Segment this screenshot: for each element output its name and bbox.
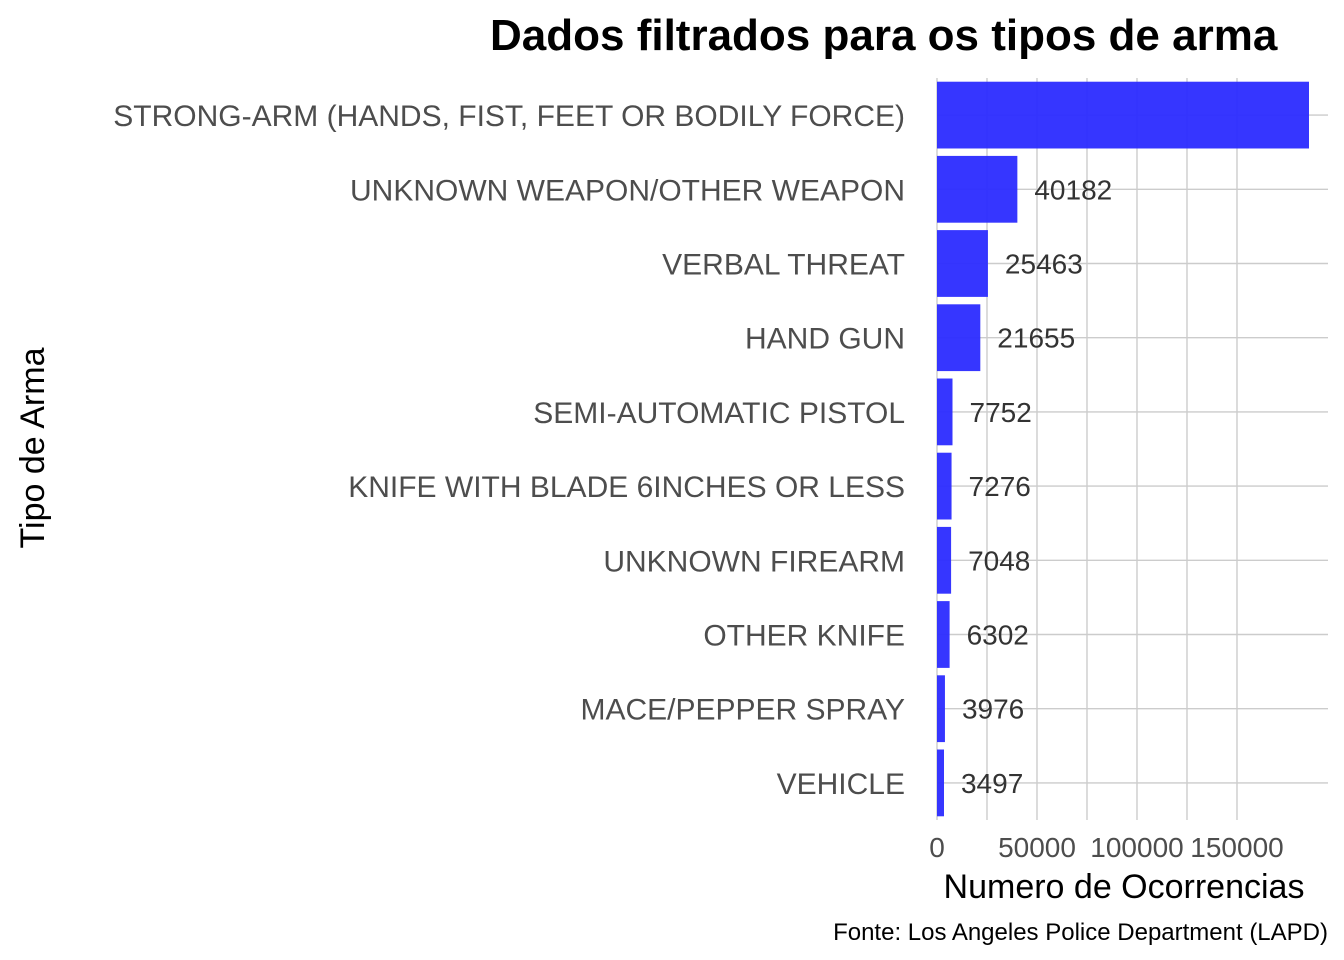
- x-tick-label: 0: [929, 832, 945, 863]
- category-label: MACE/PEPPER SPRAY: [580, 694, 905, 727]
- value-label: 6302: [967, 620, 1029, 651]
- category-label: UNKNOWN FIREARM: [603, 545, 905, 578]
- bar: [937, 155, 1018, 223]
- bar: [937, 81, 1309, 149]
- bar: [937, 452, 952, 520]
- x-axis-title: Numero de Ocorrencias: [944, 868, 1305, 906]
- bar: [937, 675, 945, 743]
- value-label: 7048: [968, 545, 1030, 576]
- bar: [937, 230, 988, 297]
- bar: [937, 304, 981, 372]
- bar: [937, 526, 952, 594]
- value-label: 3976: [962, 694, 1024, 725]
- value-label: 21655: [997, 323, 1075, 354]
- y-axis-title: Tipo de Arma: [14, 347, 52, 548]
- category-label: SEMI-AUTOMATIC PISTOL: [533, 397, 905, 430]
- category-label: KNIFE WITH BLADE 6INCHES OR LESS: [348, 471, 905, 504]
- value-label: 7752: [970, 397, 1032, 428]
- category-label: VERBAL THREAT: [662, 249, 905, 282]
- x-tick-label: 150000: [1190, 832, 1283, 863]
- x-tick-label: 100000: [1090, 832, 1183, 863]
- value-label: 40182: [1034, 174, 1112, 205]
- value-label: 3497: [961, 768, 1023, 799]
- grid-layer: [936, 78, 1328, 820]
- category-label: OTHER KNIFE: [703, 620, 905, 653]
- caption: Fonte: Los Angeles Police Department (LA…: [833, 919, 1328, 946]
- label-layer: 0 50000 100000 150000 STRONG-ARM (HANDS, FIS…: [113, 100, 1283, 863]
- x-tick-label: 50000: [998, 832, 1076, 863]
- bar: [937, 749, 944, 817]
- bar: [937, 378, 953, 446]
- category-label: HAND GUN: [745, 323, 905, 356]
- category-label: VEHICLE: [777, 768, 905, 801]
- category-label: STRONG-ARM (HANDS, FIST, FEET OR BODILY …: [113, 100, 905, 133]
- category-label: UNKNOWN WEAPON/OTHER WEAPON: [350, 174, 905, 207]
- value-label: 25463: [1005, 249, 1083, 280]
- value-label: 7276: [969, 471, 1031, 502]
- bar-layer: [937, 81, 1309, 817]
- chart-title: Dados filtrados para os tipos de arma: [490, 11, 1278, 60]
- bar: [937, 601, 950, 668]
